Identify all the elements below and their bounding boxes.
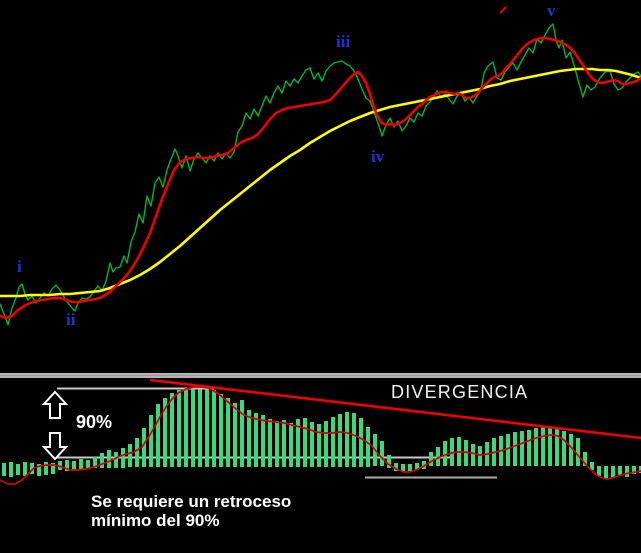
price-series [0,23,641,326]
signal-line [0,386,641,485]
caption-line-2: mínimo del 90% [91,511,220,530]
retracement-percent-label: 90% [76,412,113,432]
wave-label-i: i [17,257,22,276]
wave-label-iii: iii [336,32,351,51]
caption-line-1: Se requiere un retroceso [91,492,292,511]
divider-band [0,373,641,378]
price-panel [0,6,641,326]
wave-label-iv: iv [371,147,385,166]
retracement-arrows [41,390,69,461]
divergence-trendline [149,378,641,440]
histogram-bars [2,387,641,479]
wave-label-v: v [547,1,556,20]
divergence-label: DIVERGENCIA [391,382,529,402]
caption-text: Se requiere un retroceso mínimo del 90% [91,492,291,530]
red-tick-mark [499,6,507,14]
oscillator-panel [0,373,641,485]
wave-label-ii: ii [66,310,76,329]
